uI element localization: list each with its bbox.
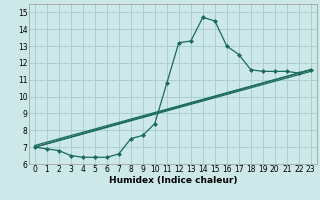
- X-axis label: Humidex (Indice chaleur): Humidex (Indice chaleur): [108, 176, 237, 185]
